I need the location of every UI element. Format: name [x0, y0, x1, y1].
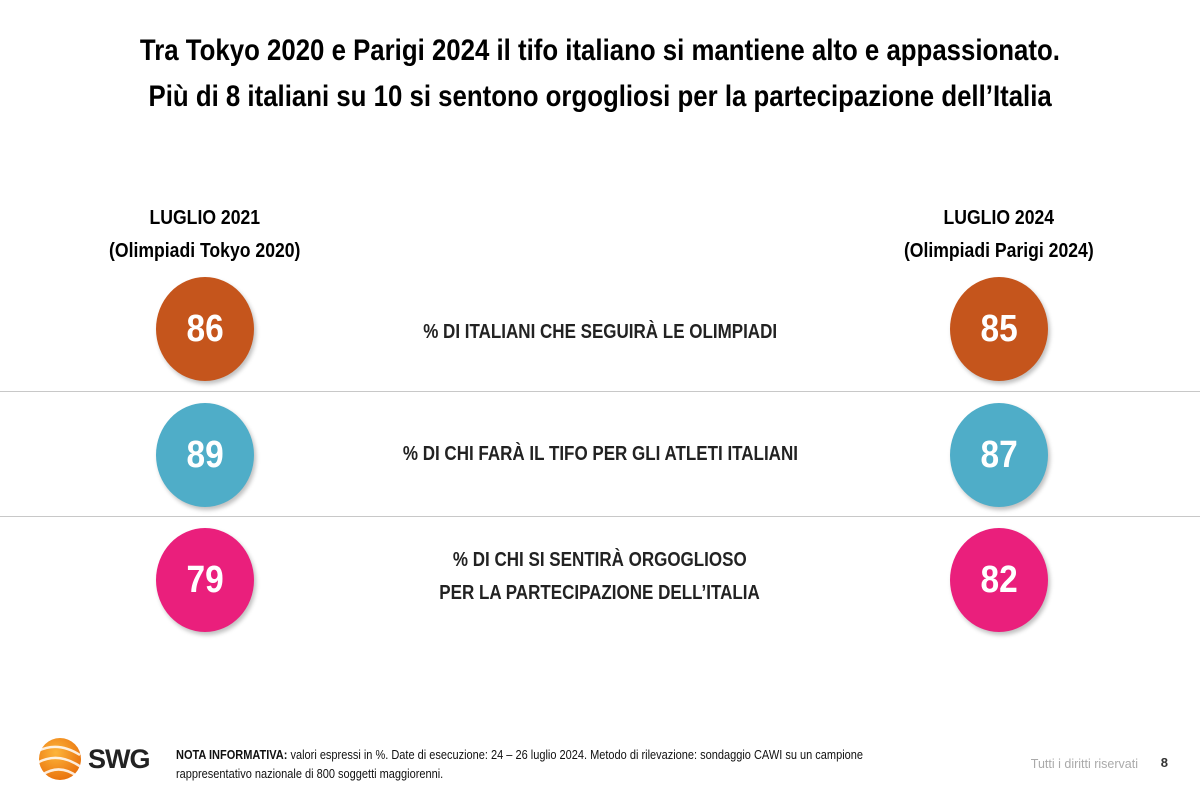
note-text-2: rappresentativo nazionale di 800 soggett…: [176, 767, 444, 781]
value-circle-2024: 87: [950, 403, 1048, 507]
row-divider: [0, 516, 1200, 517]
page-number: 8: [1160, 755, 1168, 770]
page-title: Tra Tokyo 2020 e Parigi 2024 il tifo ita…: [0, 28, 1200, 120]
column-header-2024: LUGLIO 2024 (Olimpiadi Parigi 2024): [849, 202, 1149, 268]
value-circle-2021: 86: [156, 277, 254, 381]
title-line-1: Tra Tokyo 2020 e Parigi 2024 il tifo ita…: [139, 34, 1061, 67]
note-label: NOTA INFORMATIVA:: [176, 748, 288, 762]
title-line-2: Più di 8 italiani su 10 si sentono orgog…: [148, 80, 1052, 113]
row-divider: [0, 391, 1200, 392]
column-event: (Olimpiadi Tokyo 2020): [109, 240, 301, 262]
globe-logo-icon: [36, 738, 82, 780]
column-header-2021: LUGLIO 2021 (Olimpiadi Tokyo 2020): [55, 202, 355, 268]
column-event: (Olimpiadi Parigi 2024): [904, 240, 1094, 262]
row-label: % DI CHI FARÀ IL TIFO PER GLI ATLETI ITA…: [402, 443, 798, 465]
row-label: % DI ITALIANI CHE SEGUIRÀ LE OLIMPIADI: [423, 321, 777, 343]
swg-logo: SWG: [34, 733, 150, 785]
logo-text: SWG: [88, 743, 150, 774]
value-circle-2024: 85: [950, 277, 1048, 381]
value-circle-2021: 79: [156, 528, 254, 632]
row-label: % DI CHI SI SENTIRÀ ORGOGLIOSO PER LA PA…: [439, 549, 761, 604]
footer-note: NOTA INFORMATIVA: valori espressi in %. …: [176, 746, 957, 784]
column-period: LUGLIO 2024: [943, 207, 1055, 229]
note-text: valori espressi in %. Date di esecuzione…: [287, 748, 864, 762]
copyright: Tutti i diritti riservati: [1030, 757, 1138, 771]
column-period: LUGLIO 2021: [149, 207, 261, 229]
value-circle-2021: 89: [156, 403, 254, 507]
value-circle-2024: 82: [950, 528, 1048, 632]
